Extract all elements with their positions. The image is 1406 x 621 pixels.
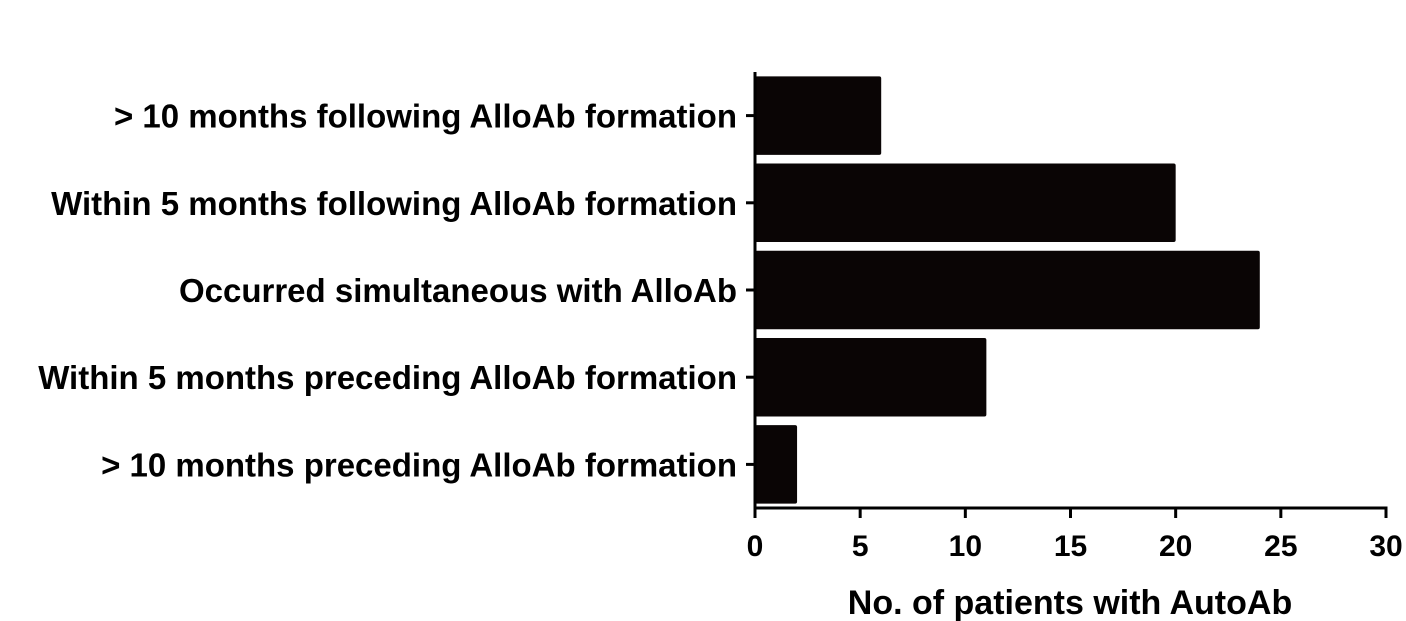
x-tick-label: 20 <box>1159 530 1192 563</box>
bars-group <box>755 76 1260 504</box>
y-tick-label: Within 5 months following AlloAb formati… <box>51 185 737 222</box>
bar <box>755 250 1260 330</box>
x-axis: 0 5 10 15 20 25 30 <box>747 506 1403 563</box>
y-tick-label: > 10 months following AlloAb formation <box>114 98 737 135</box>
x-tick-label: 15 <box>1054 530 1087 563</box>
x-tick-label: 30 <box>1369 530 1402 563</box>
bar <box>755 76 882 155</box>
x-tick-label: 0 <box>747 530 764 563</box>
bar <box>755 163 1176 243</box>
y-tick-label: Within 5 months preceding AlloAb formati… <box>38 359 737 396</box>
bar <box>755 425 798 504</box>
x-tick-label: 10 <box>949 530 982 563</box>
y-tick-label: Occurred simultaneous with AlloAb <box>179 272 737 309</box>
x-axis-title: No. of patients with AutoAb <box>848 584 1292 621</box>
x-tick-label: 25 <box>1264 530 1297 563</box>
y-axis: > 10 months following AlloAb formation Wi… <box>38 72 757 510</box>
y-tick-label: > 10 months preceding AlloAb formation <box>101 446 737 483</box>
x-tick-label: 5 <box>852 530 869 563</box>
bar <box>755 337 987 417</box>
